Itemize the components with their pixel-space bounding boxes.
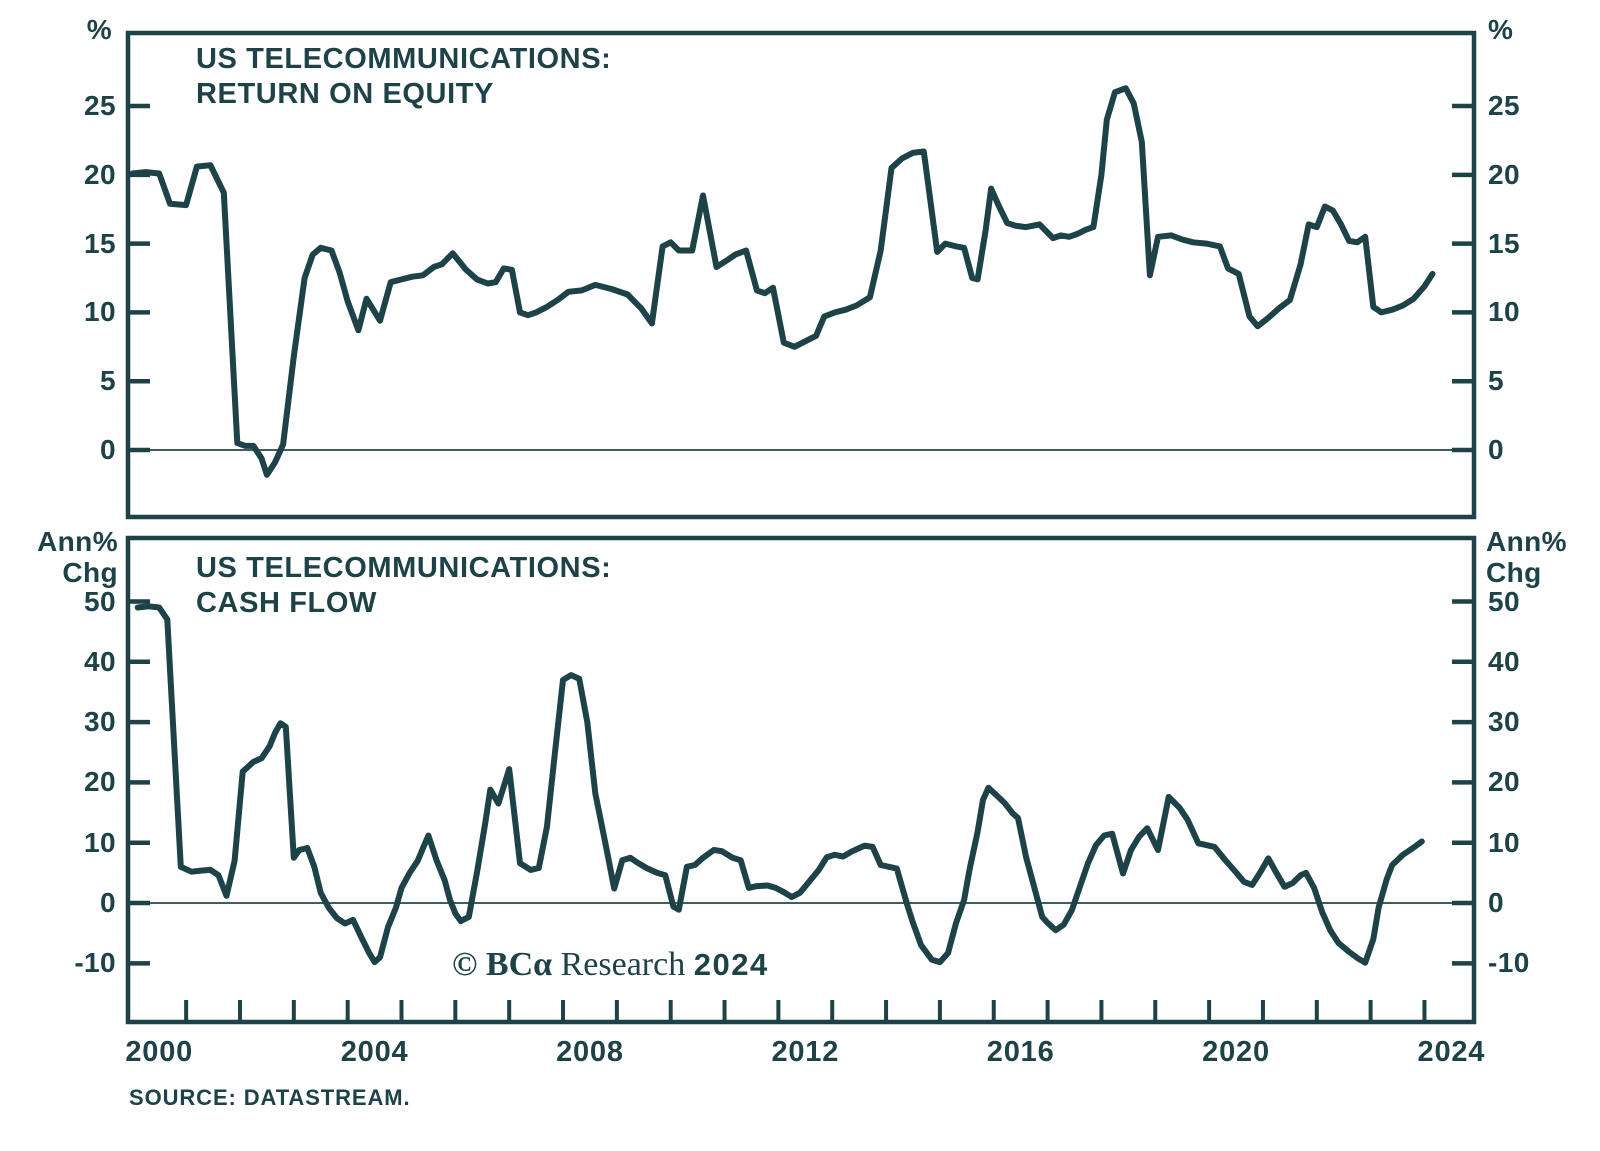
cashflow-y-unit-left: Ann% Chg <box>32 526 118 588</box>
watermark: © BCα Research 2024 <box>452 945 769 985</box>
cashflow-y-tick-label-left: 20 <box>84 766 116 798</box>
x-tick-label-2000: 2000 <box>125 1036 194 1068</box>
cashflow-y-tick-label-right: 30 <box>1488 706 1520 738</box>
roe-y-tick-label-right: 10 <box>1488 296 1520 328</box>
x-tick-label-2008: 2008 <box>556 1036 624 1068</box>
roe-y-unit-left: % <box>86 14 112 45</box>
cashflow-y-unit-left-line1: Ann% <box>37 526 118 557</box>
roe-y-tick-label-right: 5 <box>1488 365 1504 397</box>
roe-chart-frame <box>125 30 1477 520</box>
roe-y-tick-label-right: 20 <box>1488 158 1520 190</box>
x-tick-label-2024: 2024 <box>1417 1036 1486 1068</box>
x-tick-label-2004: 2004 <box>340 1036 409 1068</box>
cashflow-series-line <box>134 603 1425 966</box>
cashflow-y-tick-label-left: 40 <box>84 645 116 677</box>
roe-y-tick-label-right: 0 <box>1488 433 1504 465</box>
roe-y-tick-label-left: 10 <box>84 296 116 328</box>
cashflow-y-tick-label-right: -10 <box>1488 947 1530 979</box>
cashflow-title-line1: US TELECOMMUNICATIONS: <box>196 552 612 584</box>
cashflow-y-unit-left-line2: Chg <box>62 557 118 588</box>
x-tick-label-2016: 2016 <box>986 1036 1055 1068</box>
cashflow-y-tick-label-right: 10 <box>1488 826 1520 858</box>
roe-y-tick-label-left: 15 <box>84 227 116 259</box>
roe-title-line1: US TELECOMMUNICATIONS: <box>196 43 612 75</box>
roe-y-tick-label-right: 25 <box>1488 90 1520 122</box>
roe-y-tick-label-left: 20 <box>84 158 116 190</box>
cashflow-chart-frame <box>125 535 1477 1025</box>
cashflow-y-tick-label-left: -10 <box>74 947 116 979</box>
cashflow-y-tick-label-left: 0 <box>100 887 116 919</box>
source-note: SOURCE: DATASTREAM. <box>129 1085 411 1110</box>
cashflow-title-line2: CASH FLOW <box>196 587 377 619</box>
cashflow-y-tick-label-left: 50 <box>84 585 116 617</box>
cashflow-y-unit-right-line1: Ann% <box>1486 526 1567 557</box>
cashflow-chart-title: US TELECOMMUNICATIONS: CASH FLOW <box>196 551 611 621</box>
roe-chart-title: US TELECOMMUNICATIONS: RETURN ON EQUITY <box>196 42 611 112</box>
watermark-name: Research <box>552 946 694 983</box>
watermark-alpha: α <box>533 946 553 983</box>
watermark-copyright: © BC <box>452 946 534 983</box>
roe-y-tick-label-left: 0 <box>100 433 116 465</box>
cashflow-y-tick-label-right: 40 <box>1488 645 1520 677</box>
cashflow-y-tick-label-right: 50 <box>1488 585 1520 617</box>
cashflow-y-tick-label-right: 20 <box>1488 766 1520 798</box>
roe-series-line <box>129 85 1436 478</box>
x-tick-label-2012: 2012 <box>771 1036 840 1068</box>
x-tick-label-2020: 2020 <box>1202 1036 1270 1068</box>
cashflow-y-unit-right-line2: Chg <box>1486 557 1542 588</box>
cashflow-y-tick-label-left: 10 <box>84 826 116 858</box>
roe-title-line2: RETURN ON EQUITY <box>196 78 494 110</box>
roe-y-unit-right: % <box>1488 14 1514 45</box>
roe-y-tick-label-left: 5 <box>100 365 116 397</box>
watermark-year: 2024 <box>693 947 769 982</box>
cashflow-y-tick-label-right: 0 <box>1488 887 1504 919</box>
cashflow-y-unit-right: Ann% Chg <box>1486 526 1567 588</box>
roe-y-tick-label-right: 15 <box>1488 227 1520 259</box>
roe-y-tick-label-left: 25 <box>84 90 116 122</box>
cashflow-y-tick-label-left: 30 <box>84 706 116 738</box>
